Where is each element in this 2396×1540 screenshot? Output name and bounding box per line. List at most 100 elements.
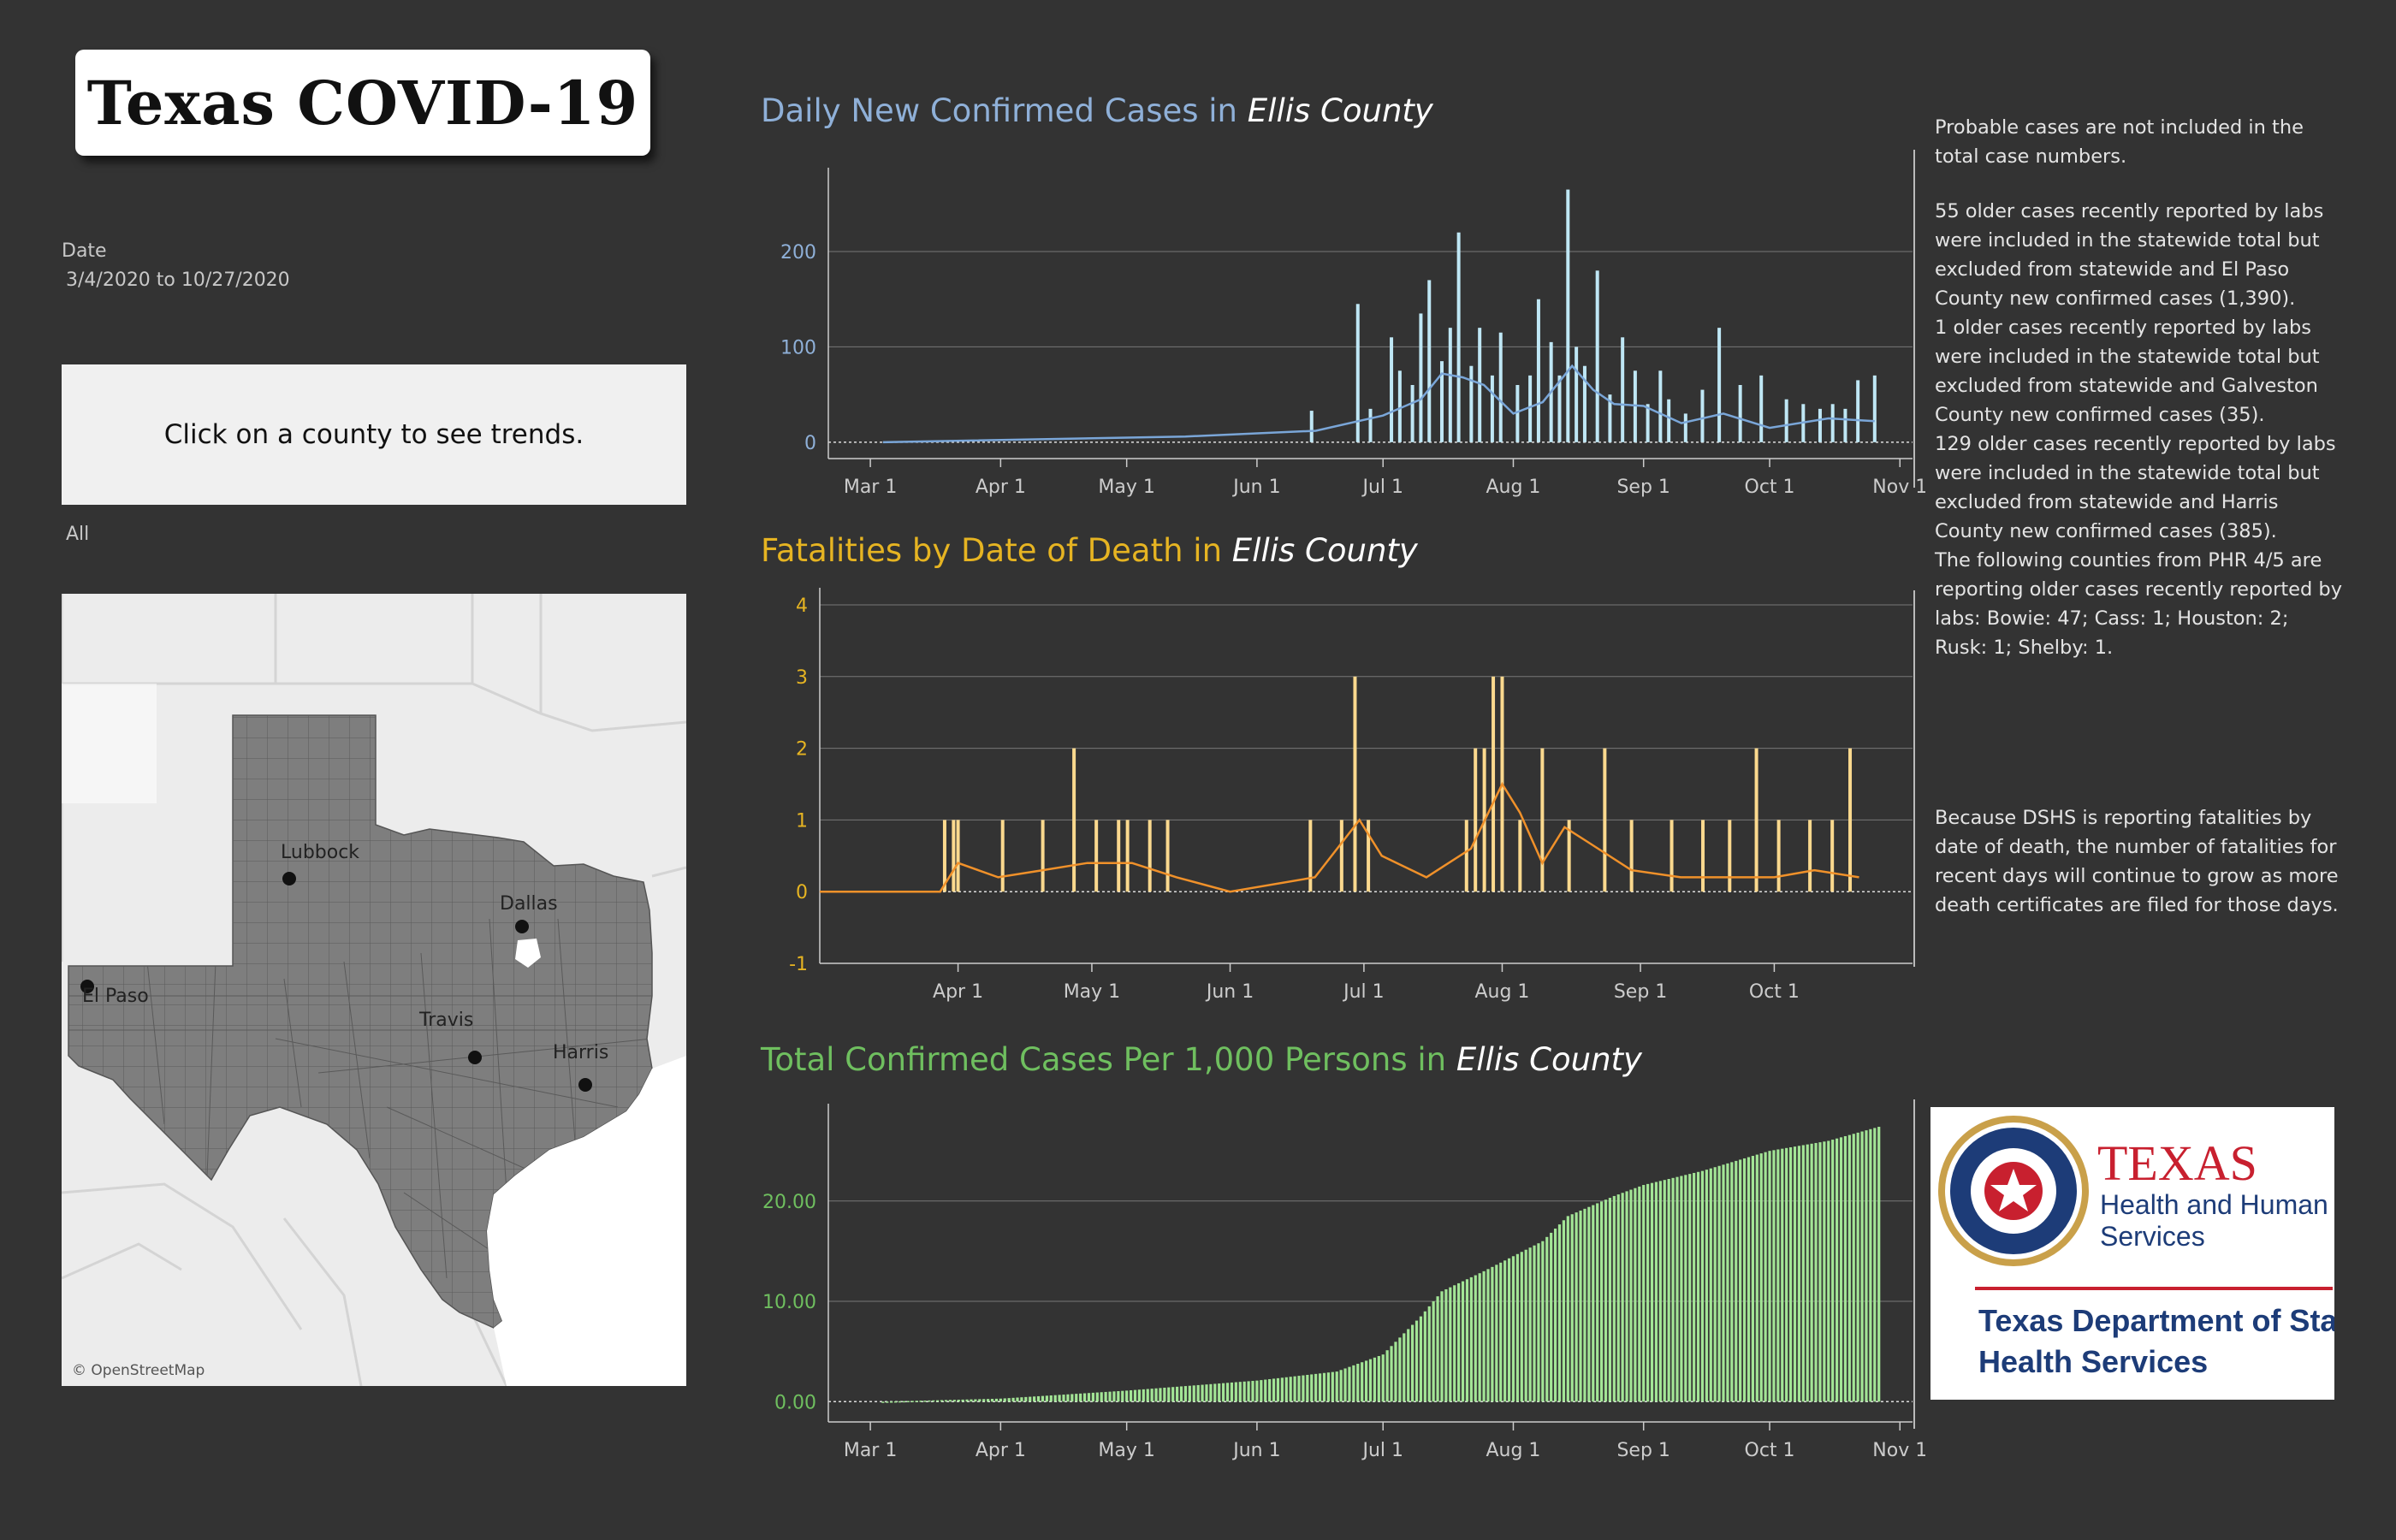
bar xyxy=(1353,676,1357,892)
bar xyxy=(1608,394,1612,442)
cases-chart[interactable]: 200 100 0 Mar 1 Apr 1 May 1 Jun 1 Jul 1 Aug 1 Sep… xyxy=(753,137,1925,513)
deaths-chart[interactable]: 4 3 2 1 0 -1 Apr 1 May 1 Jun 1 Jul 1 Aug 1 Sep 1 Oct… xyxy=(753,582,1925,1010)
el-paso-marker[interactable] xyxy=(80,980,94,993)
bar xyxy=(1053,1395,1057,1402)
bar xyxy=(1754,748,1758,892)
bar xyxy=(1117,820,1121,892)
x-tick-label: Apr 1 xyxy=(933,981,983,1003)
bar xyxy=(1079,1393,1082,1402)
bar xyxy=(1398,1337,1402,1402)
logo-line2: Health and Human xyxy=(2100,1189,2328,1220)
bar xyxy=(1242,1381,1246,1402)
bar xyxy=(1764,1152,1767,1402)
bar xyxy=(1869,1128,1872,1402)
y-tick-label: -1 xyxy=(789,954,808,975)
note-el-paso: 55 older cases recently reported by labs… xyxy=(1935,200,2324,310)
total-chart[interactable]: 20.00 10.00 0.00 Mar 1 Apr 1 May 1 Jun 1 Jul 1 A… xyxy=(753,1087,1925,1480)
bar xyxy=(1456,232,1461,442)
bar xyxy=(1515,385,1520,442)
bar xyxy=(1176,1386,1179,1402)
bar xyxy=(1397,370,1402,442)
bar xyxy=(1368,408,1373,442)
bar xyxy=(1020,1397,1023,1402)
bar xyxy=(1238,1382,1242,1402)
bar xyxy=(910,1401,914,1402)
harris-marker[interactable] xyxy=(578,1078,592,1092)
bar xyxy=(1000,820,1005,892)
dashboard-title: Texas COVID-19 xyxy=(86,67,639,139)
bar xyxy=(1314,1373,1318,1402)
bar xyxy=(1444,1288,1448,1402)
lubbock-marker[interactable] xyxy=(282,872,296,886)
bar xyxy=(1100,1392,1103,1402)
bar xyxy=(1465,1279,1469,1402)
cases-title-county: Ellis County xyxy=(1247,92,1433,129)
x-tick-label: Oct 1 xyxy=(1749,981,1800,1003)
texas-county-map[interactable]: Lubbock Dallas El Paso Travis Harris © O… xyxy=(62,594,686,1386)
travis-marker[interactable] xyxy=(468,1051,482,1064)
bar xyxy=(994,1398,999,1402)
bar xyxy=(1654,1182,1658,1402)
bar xyxy=(1062,1395,1065,1402)
bar xyxy=(1075,1394,1078,1402)
bar xyxy=(886,1401,889,1403)
y-tick-label: 4 xyxy=(796,595,808,617)
x-tick-label: Jul 1 xyxy=(1361,1440,1403,1461)
x-tick-label: Aug 1 xyxy=(1486,477,1540,498)
bar xyxy=(1188,1385,1191,1402)
bar xyxy=(1117,1391,1120,1402)
bar xyxy=(1806,1144,1809,1402)
bar xyxy=(1407,1329,1410,1402)
bar xyxy=(1608,1198,1612,1402)
bar xyxy=(1830,404,1835,442)
bar xyxy=(1355,304,1360,442)
gulf-of-mexico xyxy=(487,1056,686,1386)
bar xyxy=(1533,1245,1536,1402)
x-tick-label: Sep 1 xyxy=(1616,1440,1669,1461)
bar xyxy=(1403,1333,1406,1402)
city-label-harris: Harris xyxy=(553,1042,609,1063)
bar xyxy=(1742,1158,1747,1402)
bar xyxy=(1427,1306,1431,1402)
bar xyxy=(1066,1394,1070,1402)
bar xyxy=(1306,1374,1309,1402)
y-tick-label: 100 xyxy=(780,337,816,358)
bar xyxy=(1474,748,1478,892)
bar xyxy=(1104,1391,1107,1402)
bar xyxy=(1498,332,1503,442)
bar xyxy=(1582,365,1586,442)
x-tick-label: Jul 1 xyxy=(1361,477,1403,498)
bar xyxy=(1550,1232,1553,1402)
bar xyxy=(1785,1147,1788,1402)
bar xyxy=(1667,1179,1670,1402)
bar xyxy=(1495,1265,1498,1402)
bar xyxy=(952,1400,956,1402)
bar xyxy=(1499,1262,1503,1402)
date-filter-value[interactable]: 3/4/2020 to 10/27/2020 xyxy=(66,270,290,291)
bar xyxy=(1566,189,1570,442)
bar xyxy=(923,1401,927,1402)
deaths-right-border xyxy=(1913,590,1915,967)
bar xyxy=(974,1399,977,1402)
bar xyxy=(1464,820,1468,892)
bar xyxy=(1289,1377,1292,1402)
x-tick-label: Oct 1 xyxy=(1745,1440,1795,1461)
bar xyxy=(1557,375,1562,442)
bar xyxy=(970,1399,973,1402)
bar xyxy=(1709,1168,1712,1402)
county-filter-value[interactable]: All xyxy=(66,524,90,545)
bar xyxy=(987,1399,990,1402)
bar xyxy=(1693,1172,1696,1402)
bar xyxy=(1432,1301,1435,1402)
bar xyxy=(1759,375,1764,442)
bar xyxy=(1036,1395,1041,1402)
bar xyxy=(1024,1396,1028,1402)
bar xyxy=(1163,1387,1166,1402)
dallas-marker[interactable] xyxy=(515,920,529,933)
bar xyxy=(1747,1157,1751,1402)
bar xyxy=(942,820,946,892)
y-tick-label: 3 xyxy=(796,667,808,689)
bar xyxy=(1738,385,1742,442)
x-tick-label: Apr 1 xyxy=(976,1440,1026,1461)
bar xyxy=(890,1401,893,1403)
